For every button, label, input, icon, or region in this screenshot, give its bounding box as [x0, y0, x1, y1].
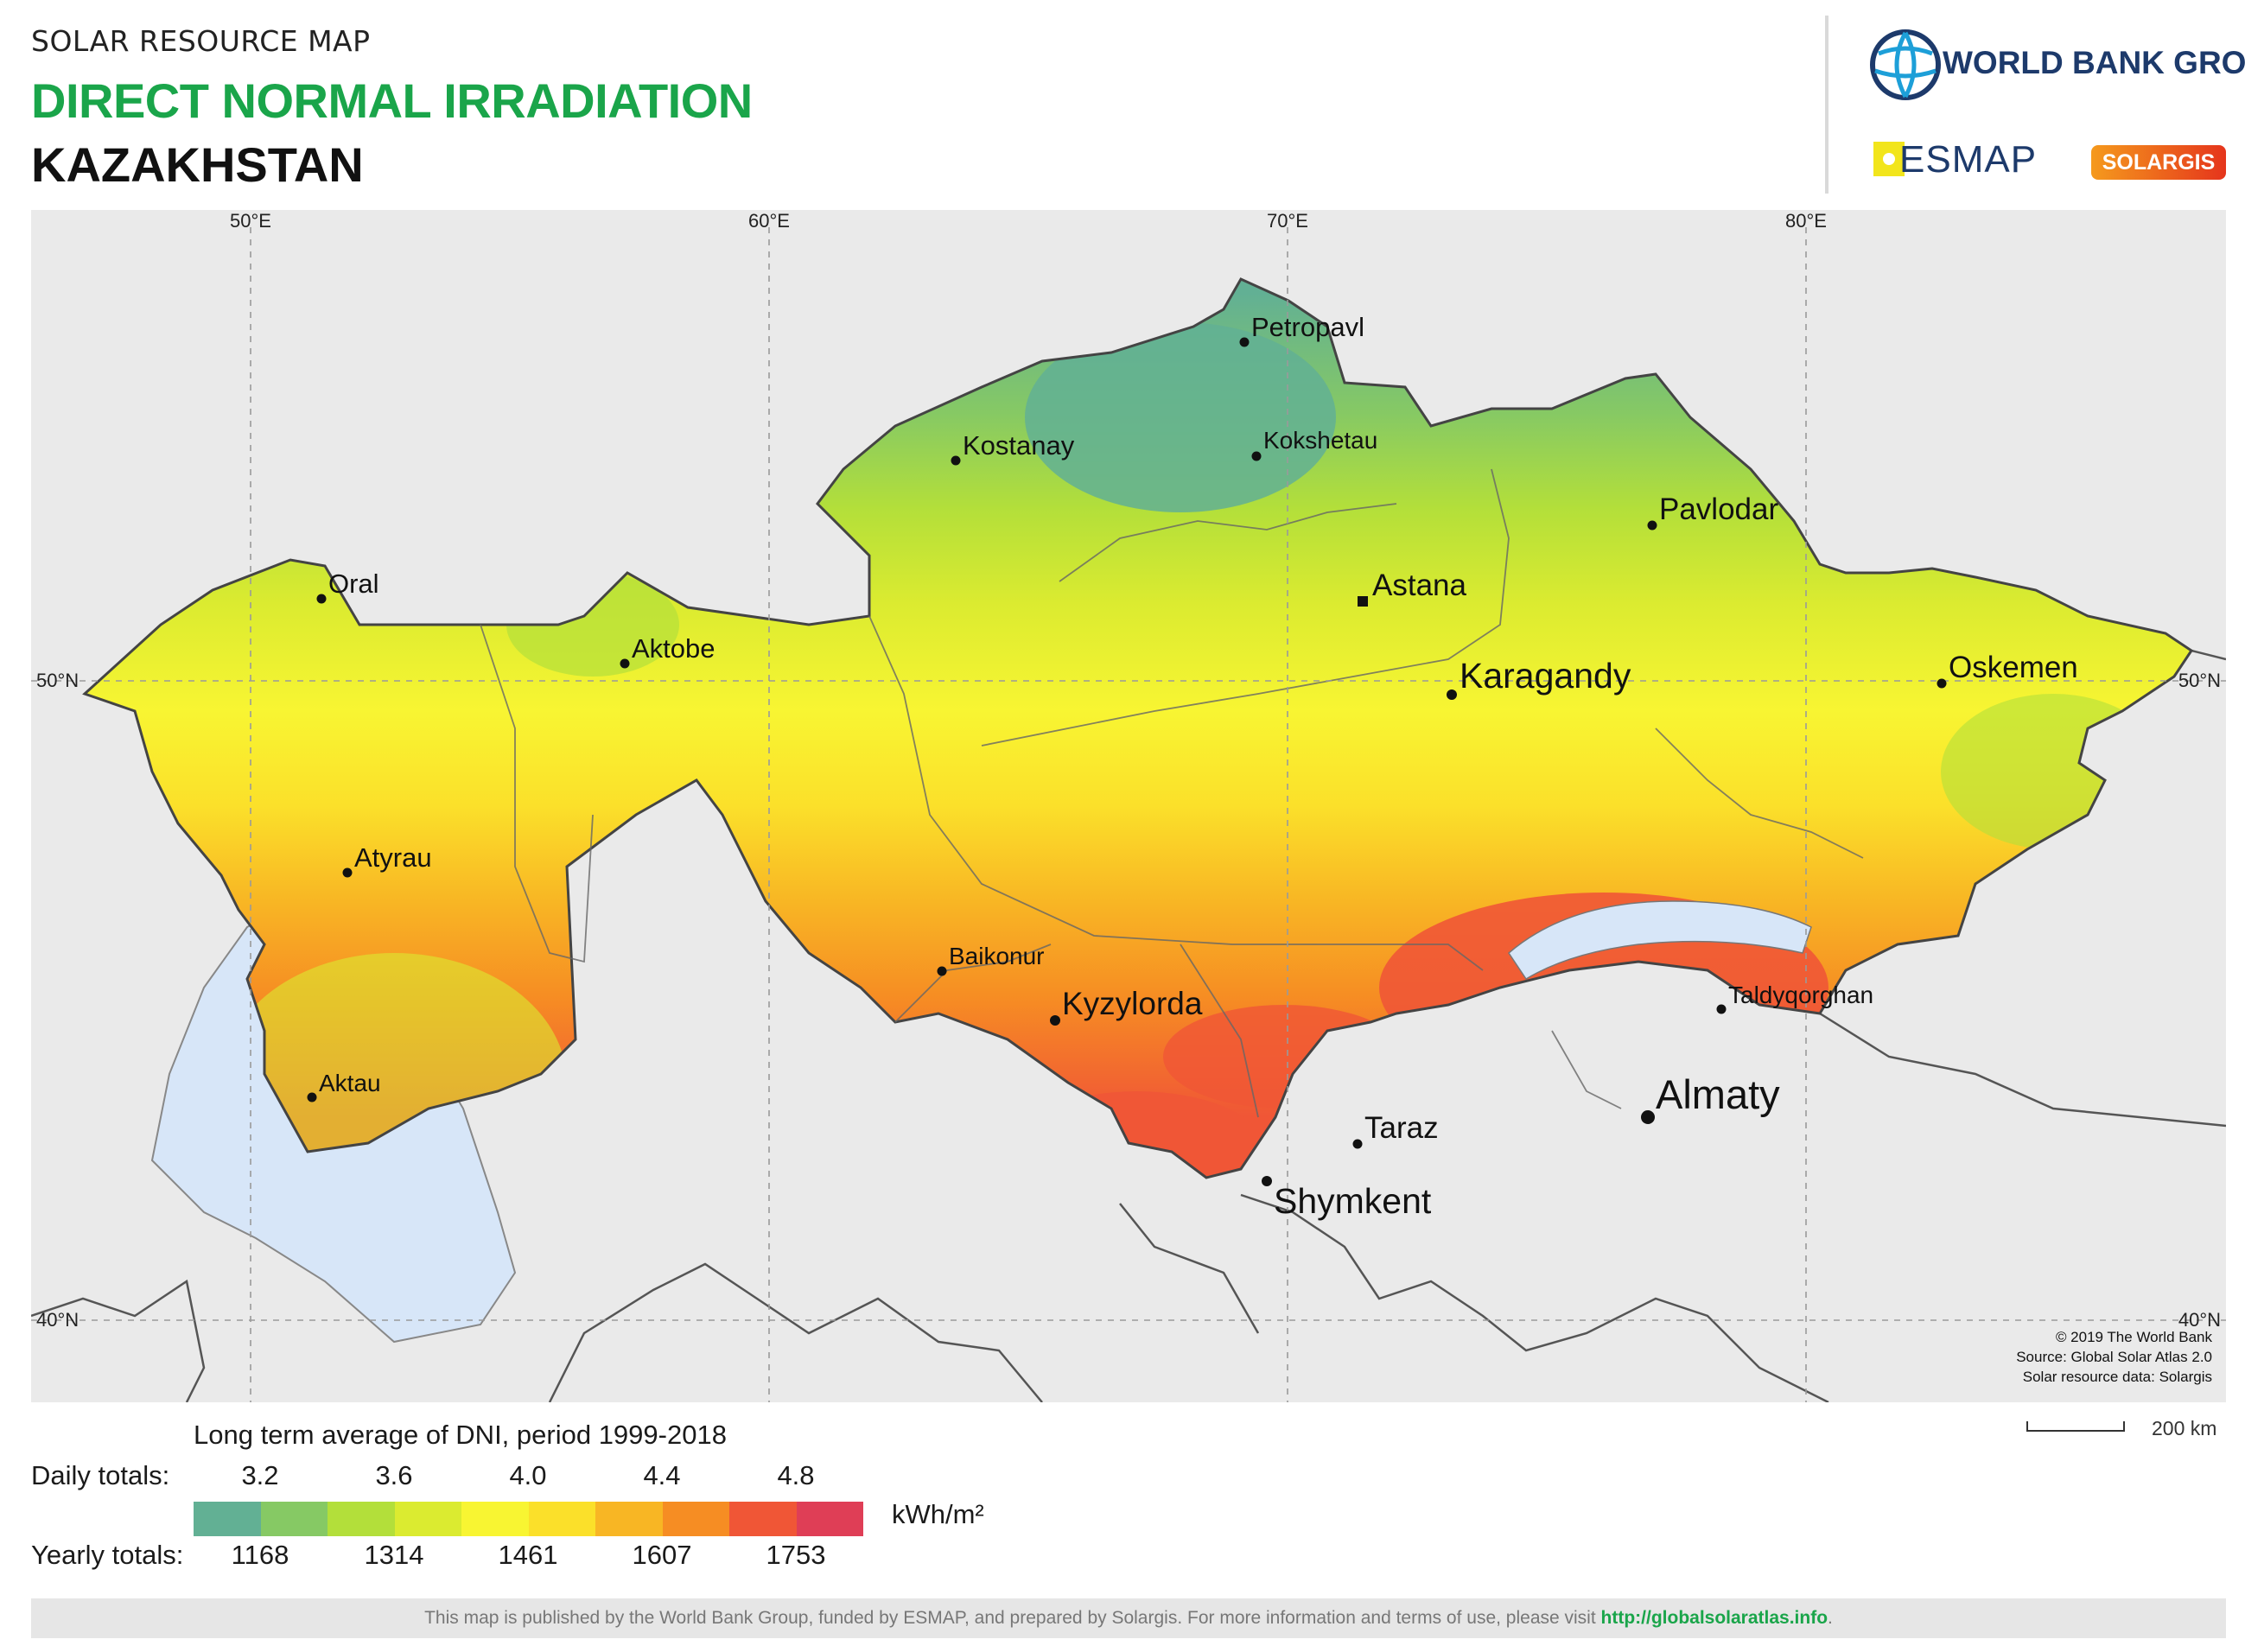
city-label-kyzylorda: Kyzylorda — [1062, 986, 1203, 1021]
legend-yearly-label: Yearly totals: — [31, 1540, 184, 1570]
credit-line-3: Solar resource data: Solargis — [2023, 1369, 2212, 1385]
legend-daily-value: 4.4 — [643, 1460, 681, 1490]
legend-yearly-value: 1753 — [766, 1540, 826, 1570]
footer-link[interactable]: http://globalsolaratlas.info — [1600, 1608, 1828, 1628]
city-label-petropavl: Petropavl — [1251, 312, 1364, 342]
tick-lat-50-left: 50°N — [36, 670, 79, 691]
legend-swatch-6 — [595, 1502, 663, 1536]
city-label-astana: Astana — [1372, 569, 1466, 602]
city-label-aktobe: Aktobe — [632, 633, 715, 664]
city-dot-kyzylorda — [1050, 1015, 1060, 1026]
legend-swatch-0 — [194, 1502, 261, 1536]
city-dot-aktobe — [620, 658, 630, 669]
legend-yearly-value: 1168 — [231, 1540, 289, 1570]
esmap-logo-text: ESMAP — [1899, 138, 2038, 181]
scale-bar — [2026, 1421, 2125, 1432]
city-dot-taraz — [1352, 1139, 1363, 1149]
footer-note: This map is published by the World Bank … — [31, 1598, 2226, 1638]
city-dot-almaty — [1641, 1110, 1655, 1124]
legend-swatch-4 — [461, 1502, 529, 1536]
city-label-oskemen: Oskemen — [1949, 651, 2078, 684]
legend-daily-value: 3.6 — [375, 1460, 413, 1490]
legend-unit: kWh/m² — [892, 1499, 984, 1529]
tick-lon-70: 70°E — [1267, 210, 1308, 232]
legend-swatch-2 — [328, 1502, 395, 1536]
country-name: KAZAKHSTAN — [31, 137, 364, 192]
world-bank-logo-text: WORLD BANK GROUP — [1943, 45, 2245, 80]
city-label-almaty: Almaty — [1656, 1071, 1780, 1117]
city-dot-atyrau — [342, 867, 353, 878]
legend-daily-value: 4.8 — [777, 1460, 815, 1490]
city-dot-karagandy — [1447, 689, 1457, 700]
legend-title: Long term average of DNI, period 1999-20… — [194, 1420, 727, 1450]
dni-map: 50°E 60°E 70°E 80°E 50°N 50°N 40°N 40°N … — [31, 210, 2226, 1402]
world-bank-globe-icon — [1870, 29, 1941, 100]
legend-daily-value: 4.0 — [509, 1460, 547, 1490]
tick-lat-40-right: 40°N — [2178, 1309, 2221, 1331]
footer-end: . — [1828, 1608, 1833, 1628]
map-supertitle: SOLAR RESOURCE MAP — [31, 24, 371, 58]
legend-yearly-value: 1607 — [632, 1540, 692, 1570]
legend-daily-label: Daily totals: — [31, 1460, 170, 1490]
city-dot-oskemen — [1937, 678, 1947, 689]
legend-daily-value: 3.2 — [241, 1460, 279, 1490]
tick-lon-50: 50°E — [230, 210, 271, 232]
tick-lon-80: 80°E — [1785, 210, 1827, 232]
legend-swatch-5 — [528, 1502, 595, 1536]
city-markers: Petropavl Kostanay Kokshetau Pavlodar Or… — [307, 312, 2078, 1221]
legend-color-bar — [194, 1502, 863, 1536]
legend-yearly-value: 1461 — [498, 1540, 558, 1570]
city-label-baikonur: Baikonur — [949, 943, 1045, 969]
tick-lat-50-right: 50°N — [2178, 670, 2221, 691]
credit-line-1: © 2019 The World Bank — [2056, 1329, 2213, 1345]
footer-text: This map is published by the World Bank … — [424, 1608, 1601, 1628]
esmap-sun-icon — [1873, 142, 1905, 176]
city-label-shymkent: Shymkent — [1274, 1181, 1432, 1221]
city-dot-kokshetau — [1251, 451, 1262, 461]
city-dot-pavlodar — [1647, 520, 1657, 531]
legend-swatch-8 — [729, 1502, 797, 1536]
city-dot-petropavl — [1239, 337, 1250, 347]
city-label-kostanay: Kostanay — [963, 430, 1075, 461]
solargis-logo: SOLARGIS — [2091, 145, 2226, 180]
city-dot-oral — [316, 594, 327, 604]
city-label-atyrau: Atyrau — [354, 842, 432, 873]
capital-marker-astana — [1358, 596, 1368, 607]
city-dot-baikonur — [937, 966, 947, 976]
city-dot-kostanay — [951, 455, 961, 466]
legend-swatch-7 — [662, 1502, 729, 1536]
scale-label: 200 km — [2152, 1417, 2217, 1439]
city-label-oral: Oral — [328, 569, 379, 599]
city-label-pavlodar: Pavlodar — [1659, 492, 1778, 526]
graticule — [31, 227, 2226, 1402]
legend-swatch-1 — [260, 1502, 328, 1536]
tick-lat-40-left: 40°N — [36, 1309, 79, 1331]
city-label-karagandy: Karagandy — [1460, 656, 1631, 696]
city-dot-taldyqorghan — [1716, 1004, 1727, 1014]
neighbor-borders — [31, 649, 2226, 1402]
city-label-kokshetau: Kokshetau — [1263, 427, 1377, 454]
city-dot-shymkent — [1262, 1176, 1272, 1186]
map-title: DIRECT NORMAL IRRADIATION — [31, 73, 753, 128]
city-dot-aktau — [307, 1092, 317, 1102]
city-label-aktau: Aktau — [319, 1070, 381, 1096]
credit-line-2: Source: Global Solar Atlas 2.0 — [2016, 1349, 2212, 1365]
city-label-taldyqorghan: Taldyqorghan — [1728, 982, 1873, 1008]
region-borders — [480, 468, 1864, 1118]
city-label-taraz: Taraz — [1364, 1111, 1439, 1145]
tick-lon-60: 60°E — [748, 210, 790, 232]
legend-yearly-value: 1314 — [364, 1540, 424, 1570]
legend-swatch-3 — [394, 1502, 461, 1536]
legend-swatch-9 — [796, 1502, 863, 1536]
header-divider — [1825, 16, 1828, 194]
